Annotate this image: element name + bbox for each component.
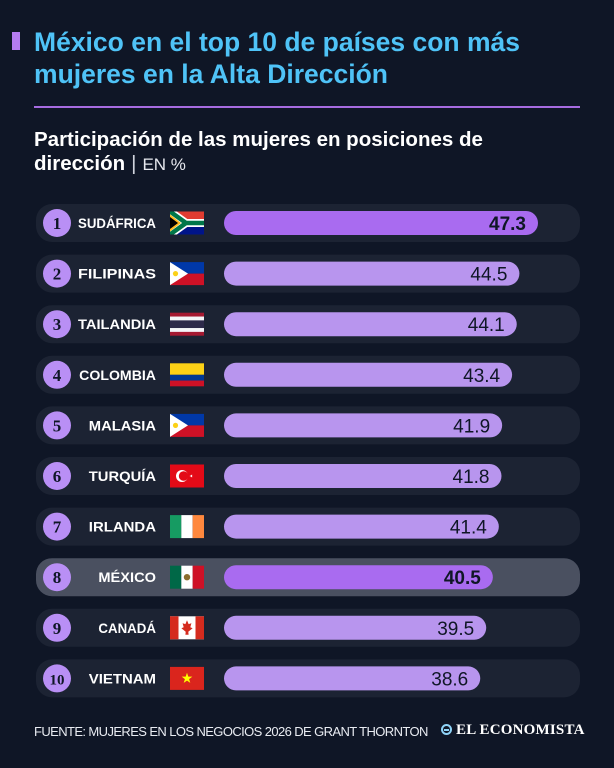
bar bbox=[224, 413, 503, 438]
subtitle-separator: | bbox=[131, 152, 137, 175]
rank-label: 6 bbox=[53, 467, 62, 486]
mexico-flag bbox=[170, 565, 204, 589]
rank-label: 4 bbox=[53, 366, 62, 385]
country-label: TURQUÍA bbox=[89, 468, 156, 484]
value-label: 40.5 bbox=[444, 568, 481, 589]
canada-flag bbox=[170, 616, 204, 640]
bar bbox=[224, 464, 502, 488]
subtitle-text: Participación de las mujeres en posicion… bbox=[34, 128, 483, 175]
bar bbox=[224, 261, 520, 286]
rank-label: 5 bbox=[53, 416, 62, 435]
value-label: 47.3 bbox=[489, 214, 526, 235]
thailand-flag bbox=[170, 312, 204, 336]
rank-badge bbox=[43, 512, 71, 541]
brand-icon bbox=[441, 724, 452, 735]
source-note: FUENTE: MUJERES EN LOS NEGOCIOS 2026 DE … bbox=[34, 724, 428, 739]
rank-badge bbox=[43, 613, 71, 642]
colombia-flag bbox=[170, 363, 204, 387]
rank-label: 8 bbox=[53, 568, 62, 587]
south-africa-flag bbox=[170, 211, 204, 235]
bar bbox=[224, 362, 513, 387]
rank-badge bbox=[43, 259, 71, 288]
bar bbox=[224, 565, 493, 590]
country-label: VIETNAM bbox=[89, 670, 156, 686]
brand-logo: EL ECONOMISTA bbox=[441, 722, 585, 739]
country-label: TAILANDIA bbox=[78, 316, 156, 332]
value-label: 41.8 bbox=[453, 467, 490, 488]
title-accent-bar bbox=[12, 32, 20, 50]
country-label: CANADÁ bbox=[98, 620, 156, 636]
rank-badge bbox=[43, 563, 71, 592]
vietnam-flag bbox=[170, 666, 204, 690]
value-label: 38.6 bbox=[431, 669, 468, 690]
country-label: SUDÁFRICA bbox=[78, 215, 156, 231]
page-title: México en el top 10 de países con más mu… bbox=[34, 27, 521, 89]
value-label: 44.5 bbox=[470, 265, 507, 286]
title-divider bbox=[34, 106, 580, 108]
country-label: MALASIA bbox=[89, 417, 156, 433]
value-label: 41.4 bbox=[450, 518, 487, 539]
rank-badge bbox=[43, 462, 71, 490]
value-label: 44.1 bbox=[468, 315, 505, 336]
bar bbox=[224, 666, 481, 691]
brand-name: EL ECONOMISTA bbox=[456, 722, 585, 738]
rank-badge bbox=[43, 209, 71, 237]
chart-subtitle: Participación de las mujeres en posicion… bbox=[34, 128, 594, 177]
country-label: IRLANDA bbox=[89, 519, 156, 535]
rank-label: 1 bbox=[53, 214, 62, 233]
ireland-flag bbox=[170, 515, 204, 539]
bar bbox=[224, 615, 487, 640]
rank-badge bbox=[43, 411, 71, 440]
turkey-flag bbox=[170, 464, 204, 488]
philippines-flag bbox=[170, 413, 204, 437]
value-label: 41.9 bbox=[453, 416, 490, 437]
country-label: MÉXICO bbox=[98, 569, 156, 585]
country-label: FILIPINAS bbox=[78, 266, 156, 282]
value-label: 43.4 bbox=[463, 366, 500, 387]
rank-label: 3 bbox=[53, 315, 62, 334]
rank-label: 2 bbox=[53, 265, 62, 284]
bar bbox=[224, 211, 538, 235]
south-africa-flag-body bbox=[170, 211, 204, 235]
philippines-flag bbox=[170, 262, 204, 286]
bar-chart: 1 SUDÁFRICA 47.32 FILIPINAS 44.53 TAILANDIA 44… bbox=[36, 204, 580, 698]
subtitle-unit: EN % bbox=[142, 155, 186, 174]
bar bbox=[224, 514, 499, 539]
bar bbox=[224, 312, 517, 337]
value-label: 39.5 bbox=[437, 619, 474, 640]
rank-label: 7 bbox=[53, 518, 62, 537]
rank-label: 10 bbox=[50, 672, 65, 688]
rank-badge bbox=[43, 360, 71, 389]
rank-label: 9 bbox=[53, 619, 62, 638]
rank-badge bbox=[43, 310, 71, 339]
rank-badge bbox=[43, 664, 71, 693]
country-label: COLOMBIA bbox=[79, 367, 156, 383]
